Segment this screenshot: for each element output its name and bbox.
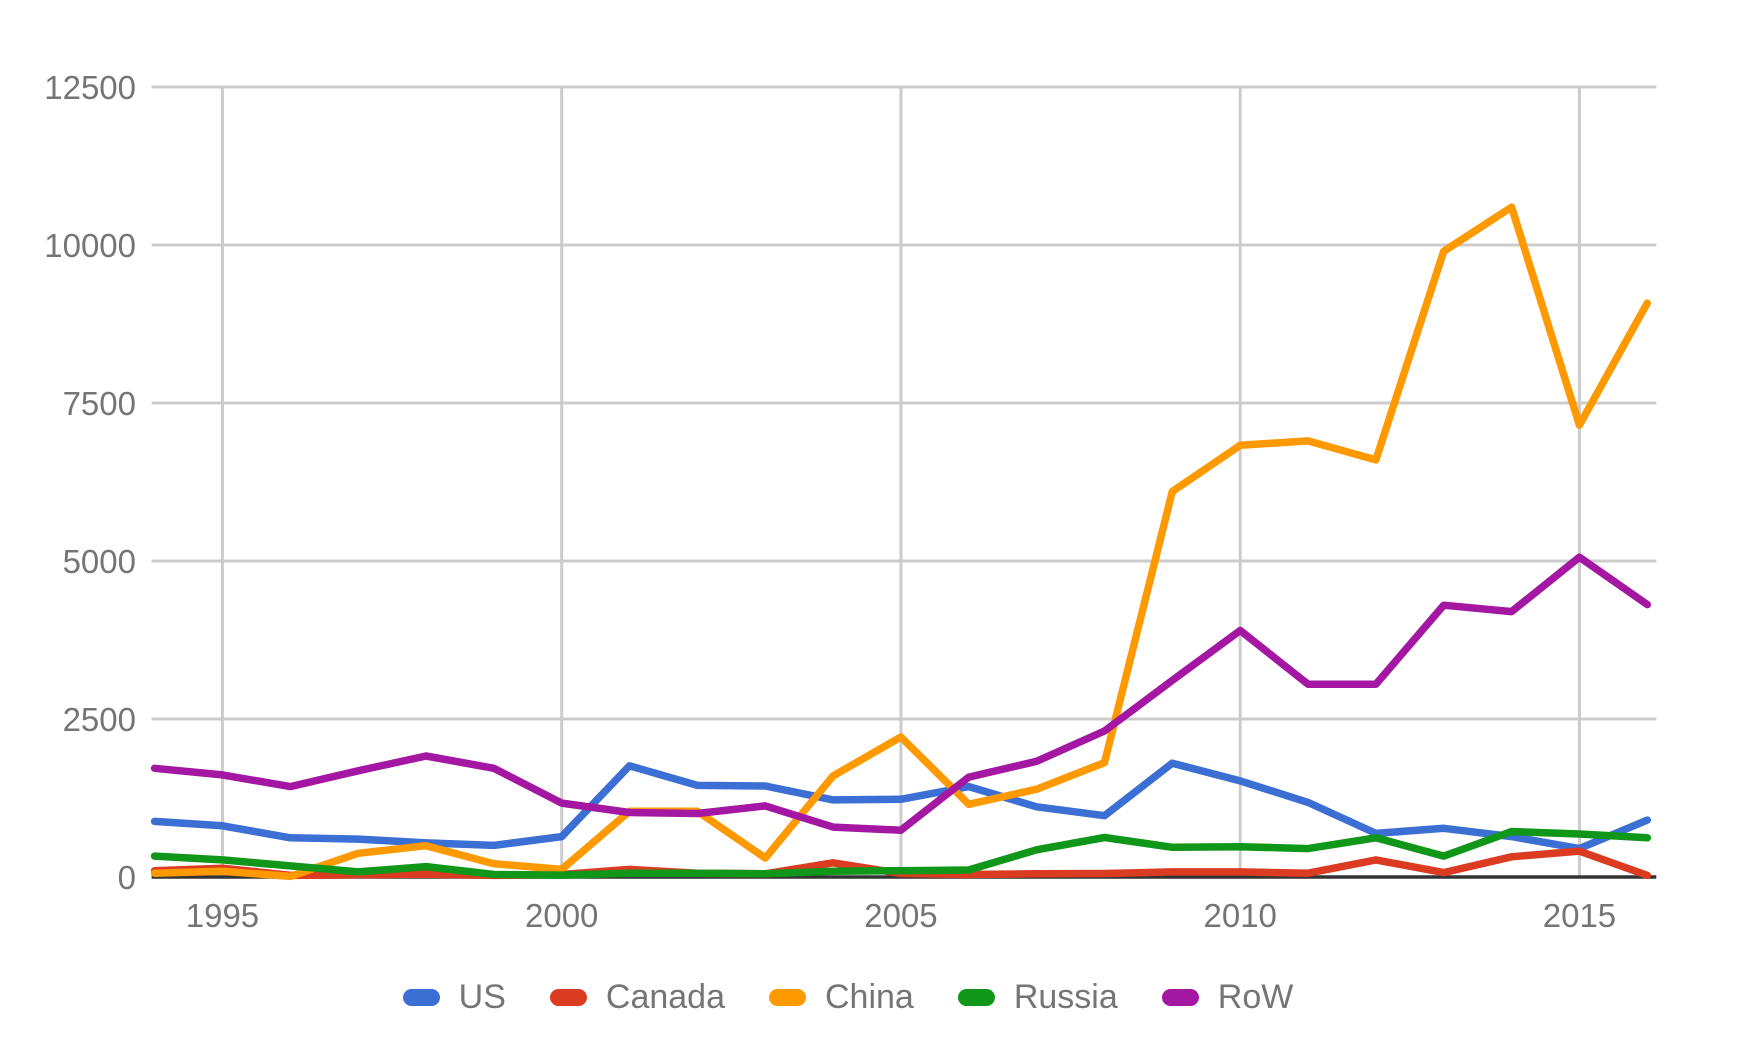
legend-label-russia: Russia <box>1013 978 1118 1016</box>
y-axis-tick-label: 12500 <box>44 69 136 106</box>
legend-item-row[interactable]: RoW <box>1161 978 1294 1016</box>
x-axis-tick-label: 2000 <box>525 897 598 934</box>
legend-label-canada: Canada <box>605 978 725 1016</box>
x-axis-tick-label: 2005 <box>864 897 937 934</box>
series-line-russia[interactable] <box>150 827 1652 879</box>
chart-legend: US Canada China Russia RoW <box>0 972 1696 1022</box>
legend-label-row: RoW <box>1217 978 1294 1016</box>
legend-item-canada[interactable]: Canada <box>549 978 725 1016</box>
legend-item-russia[interactable]: Russia <box>957 978 1118 1016</box>
legend-item-china[interactable]: China <box>769 980 914 1014</box>
y-axis-tick-label: 10000 <box>44 227 136 264</box>
legend-label-china: China <box>825 978 914 1016</box>
y-axis-tick-label: 0 <box>118 859 136 896</box>
legend-swatch-row <box>1161 988 1199 1006</box>
legend-swatch-russia <box>957 988 995 1006</box>
y-axis-tick-label: 5000 <box>63 543 136 580</box>
y-axis-tick-label: 7500 <box>63 385 136 422</box>
legend-swatch-china <box>769 988 806 1006</box>
legend-swatch-us <box>402 988 440 1006</box>
legend-swatch-canada <box>549 988 587 1006</box>
x-axis-tick-label: 2010 <box>1203 897 1276 934</box>
x-axis-tick-label: 1995 <box>186 897 259 934</box>
x-axis-tick-label: 2015 <box>1543 897 1616 934</box>
legend-item-us[interactable]: US <box>402 978 506 1016</box>
legend-label-us: US <box>458 978 506 1016</box>
series-line-row[interactable] <box>150 553 1652 834</box>
y-axis-tick-label: 2500 <box>63 701 136 738</box>
series-line-china[interactable] <box>150 203 1652 881</box>
series-line-us[interactable] <box>150 759 1652 853</box>
